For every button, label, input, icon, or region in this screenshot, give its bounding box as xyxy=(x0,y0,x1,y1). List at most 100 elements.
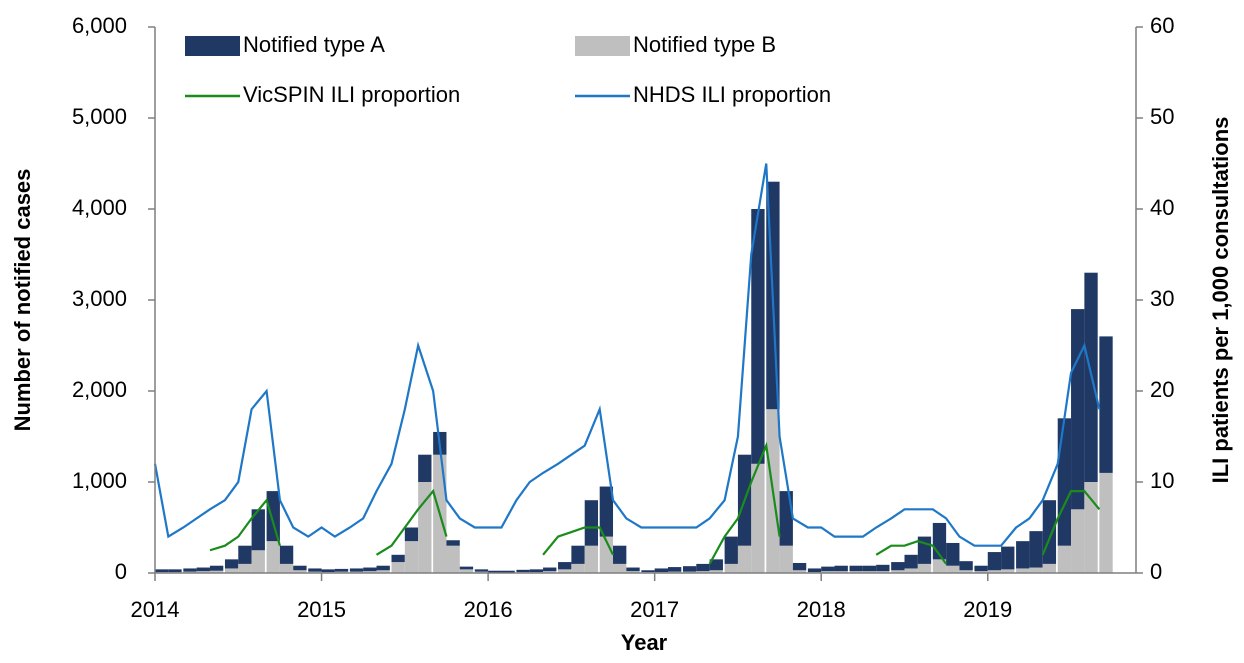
bar xyxy=(350,568,363,571)
y-tick-label: 1,000 xyxy=(72,468,127,493)
bar xyxy=(808,568,821,572)
bar xyxy=(155,569,168,572)
bar xyxy=(210,566,223,571)
bar xyxy=(891,562,904,570)
bar xyxy=(1043,564,1056,573)
bar xyxy=(974,566,987,571)
bar xyxy=(1071,309,1084,509)
bar xyxy=(959,561,972,570)
bar xyxy=(571,564,584,573)
bar xyxy=(377,566,390,571)
bar xyxy=(308,568,321,571)
bar xyxy=(725,564,738,573)
bar xyxy=(793,563,806,570)
y-tick-label: 6,000 xyxy=(72,13,127,38)
legend-label: NHDS ILI proportion xyxy=(633,82,831,107)
bar xyxy=(543,568,556,572)
bar xyxy=(751,464,764,573)
bar xyxy=(696,564,709,571)
bar xyxy=(392,562,405,573)
bar xyxy=(683,566,696,571)
bar xyxy=(197,568,210,572)
bar xyxy=(641,570,654,572)
bar xyxy=(876,565,889,571)
bar xyxy=(475,569,488,571)
bar xyxy=(1084,482,1097,573)
bar xyxy=(1071,509,1084,573)
bar xyxy=(850,566,863,571)
y-tick-label: 0 xyxy=(115,559,127,584)
bar xyxy=(821,567,834,572)
bar xyxy=(405,541,418,573)
x-tick-label: 2018 xyxy=(797,597,846,622)
bar xyxy=(1043,500,1056,564)
y2-tick-label: 60 xyxy=(1150,13,1174,38)
y2-tick-label: 10 xyxy=(1150,468,1174,493)
bar xyxy=(280,564,293,573)
legend-label: VicSPIN ILI proportion xyxy=(243,82,460,107)
legend-swatch xyxy=(185,36,240,56)
bar xyxy=(530,569,543,572)
x-tick-label: 2019 xyxy=(963,597,1012,622)
bar xyxy=(446,540,459,545)
bar xyxy=(725,537,738,564)
y-tick-label: 2,000 xyxy=(72,377,127,402)
bar xyxy=(585,500,598,546)
bar xyxy=(1029,568,1042,573)
y-tick-label: 4,000 xyxy=(72,195,127,220)
bar xyxy=(1099,336,1112,473)
y2-tick-label: 0 xyxy=(1150,559,1162,584)
y-tick-label: 5,000 xyxy=(72,104,127,129)
x-tick-label: 2017 xyxy=(630,597,679,622)
bar xyxy=(392,555,405,562)
bar xyxy=(904,555,917,569)
bar xyxy=(626,568,639,572)
bar xyxy=(446,546,459,573)
y-axis-label: Number of notified cases xyxy=(10,169,35,432)
line xyxy=(155,164,1099,546)
bar xyxy=(780,546,793,573)
bar xyxy=(946,566,959,573)
bar xyxy=(460,567,473,570)
bar xyxy=(363,568,376,572)
bar xyxy=(668,567,681,572)
bar xyxy=(585,546,598,573)
y2-tick-label: 40 xyxy=(1150,195,1174,220)
bar xyxy=(613,546,626,564)
x-axis-label: Year xyxy=(621,630,668,655)
y2-tick-label: 20 xyxy=(1150,377,1174,402)
y-tick-label: 3,000 xyxy=(72,286,127,311)
y2-axis-label: ILI patients per 1,000 consultations xyxy=(1208,117,1233,484)
bar xyxy=(267,491,280,541)
bar xyxy=(252,550,265,573)
bar xyxy=(267,541,280,573)
x-tick-label: 2015 xyxy=(297,597,346,622)
bar xyxy=(1058,546,1071,573)
x-tick-label: 2014 xyxy=(131,597,180,622)
bar xyxy=(293,566,306,571)
bar xyxy=(988,552,1001,570)
bar xyxy=(418,455,431,482)
bar xyxy=(1029,531,1042,567)
bar xyxy=(238,546,251,564)
bar xyxy=(1016,541,1029,568)
bar xyxy=(405,528,418,542)
bar xyxy=(322,569,335,572)
bar xyxy=(738,546,751,573)
bar xyxy=(835,566,848,571)
bar xyxy=(1001,547,1014,570)
x-tick-label: 2016 xyxy=(464,597,513,622)
bar xyxy=(946,543,959,566)
y2-tick-label: 30 xyxy=(1150,286,1174,311)
bar xyxy=(183,568,196,571)
bar xyxy=(655,568,668,572)
bar xyxy=(225,559,238,568)
bar xyxy=(516,570,529,572)
bar xyxy=(1099,473,1112,573)
bar xyxy=(613,564,626,573)
bar xyxy=(280,546,293,564)
bar xyxy=(558,562,571,569)
bar xyxy=(918,564,931,573)
bar xyxy=(571,546,584,564)
